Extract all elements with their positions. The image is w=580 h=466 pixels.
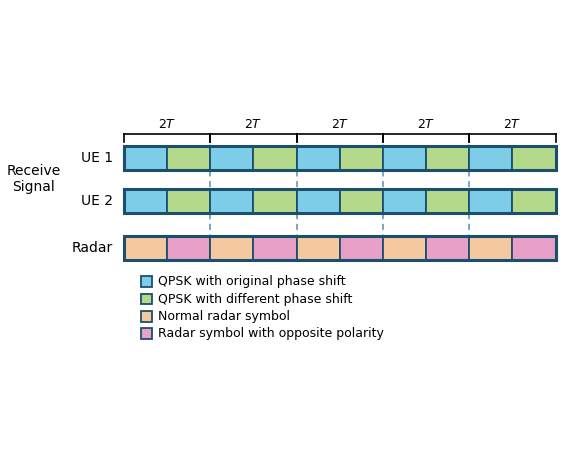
Text: Normal radar symbol: Normal radar symbol bbox=[158, 310, 289, 323]
Bar bbox=[340, 146, 383, 170]
Text: $2T$: $2T$ bbox=[244, 118, 263, 131]
Bar bbox=[142, 328, 152, 339]
Text: QPSK with different phase shift: QPSK with different phase shift bbox=[158, 293, 352, 306]
Bar bbox=[383, 189, 426, 212]
Bar bbox=[426, 146, 469, 170]
Bar bbox=[142, 311, 152, 322]
Bar bbox=[124, 146, 167, 170]
Bar bbox=[167, 189, 211, 212]
Bar bbox=[469, 189, 513, 212]
Bar bbox=[211, 189, 253, 212]
Bar bbox=[513, 146, 556, 170]
Text: $2T$: $2T$ bbox=[331, 118, 349, 131]
Bar bbox=[253, 189, 296, 212]
Text: $2T$: $2T$ bbox=[503, 118, 521, 131]
Bar bbox=[142, 294, 152, 304]
Bar bbox=[513, 236, 556, 260]
Bar bbox=[296, 236, 340, 260]
Text: UE 2: UE 2 bbox=[81, 194, 113, 208]
Bar bbox=[296, 146, 340, 170]
Bar bbox=[253, 146, 296, 170]
Text: $2T$: $2T$ bbox=[158, 118, 176, 131]
Bar bbox=[383, 146, 426, 170]
Bar bbox=[124, 146, 556, 170]
Text: QPSK with original phase shift: QPSK with original phase shift bbox=[158, 275, 345, 288]
Text: $2T$: $2T$ bbox=[417, 118, 436, 131]
Bar bbox=[167, 146, 211, 170]
Bar bbox=[253, 236, 296, 260]
Bar bbox=[124, 189, 167, 212]
Bar bbox=[340, 189, 383, 212]
Bar bbox=[469, 146, 513, 170]
Text: Radar symbol with opposite polarity: Radar symbol with opposite polarity bbox=[158, 327, 383, 340]
Text: Receive
Signal: Receive Signal bbox=[6, 164, 60, 194]
Text: Radar: Radar bbox=[72, 241, 113, 255]
Bar bbox=[426, 189, 469, 212]
Text: UE 1: UE 1 bbox=[81, 151, 113, 164]
Bar bbox=[124, 236, 167, 260]
Bar bbox=[296, 189, 340, 212]
Bar bbox=[124, 189, 556, 212]
Bar bbox=[340, 236, 383, 260]
Bar bbox=[124, 236, 556, 260]
Bar bbox=[426, 236, 469, 260]
Bar bbox=[513, 189, 556, 212]
Bar bbox=[167, 236, 211, 260]
Bar bbox=[383, 236, 426, 260]
Bar bbox=[211, 236, 253, 260]
Bar bbox=[469, 236, 513, 260]
Bar bbox=[142, 276, 152, 287]
Bar bbox=[211, 146, 253, 170]
